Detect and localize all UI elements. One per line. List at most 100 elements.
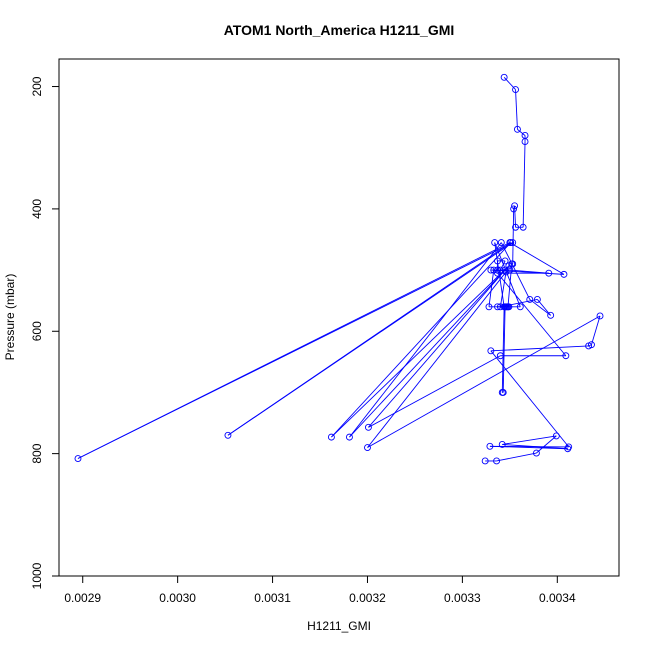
data-point [511, 202, 519, 210]
series-segment [331, 242, 512, 438]
data-point [491, 239, 499, 247]
series-segment [501, 306, 505, 393]
series-segment [536, 435, 557, 454]
series-segment [588, 344, 592, 347]
series-segment [509, 269, 549, 274]
series-segment [529, 299, 551, 316]
y-tick-label: 200 [30, 76, 44, 96]
data-point [516, 303, 524, 311]
series-segment [500, 242, 531, 300]
y-axis: 200 400 600 800 1000 [30, 76, 60, 589]
data-point [74, 455, 82, 462]
y-tick-label: 800 [30, 443, 44, 463]
data-point [533, 296, 541, 303]
data-point [512, 86, 519, 94]
data-point [485, 303, 493, 311]
data-point [562, 352, 570, 360]
series-segment [490, 345, 589, 352]
series-segment [489, 445, 569, 448]
data-point [345, 433, 353, 441]
series-segment [517, 129, 526, 136]
series-segment [496, 452, 537, 462]
series-segment [77, 242, 511, 459]
data-point [506, 239, 514, 247]
data-point [500, 73, 508, 81]
data-point [494, 257, 501, 265]
series-segment [514, 205, 516, 228]
data-point [501, 266, 509, 274]
series-segment [227, 242, 513, 436]
data-point [506, 266, 514, 274]
data-point [487, 347, 495, 355]
data-point [494, 266, 501, 274]
series-segment [512, 208, 515, 264]
x-tick-label: 0.0034 [539, 591, 576, 605]
plot-frame [58, 58, 620, 577]
data-point [497, 239, 505, 247]
data-point [481, 457, 489, 465]
data-point [532, 449, 540, 457]
data-point [364, 444, 371, 451]
series-segment [497, 272, 567, 357]
series-segment [368, 269, 506, 428]
data-point [545, 269, 553, 277]
data-point [493, 457, 501, 465]
series-layer [74, 73, 604, 465]
data-point [494, 303, 501, 311]
x-tick-label: 0.0033 [444, 591, 481, 605]
series-group [74, 73, 604, 465]
x-tick-label: 0.0029 [64, 591, 101, 605]
series-segment [499, 271, 507, 307]
series-segment [368, 355, 501, 428]
data-point [364, 423, 372, 431]
series-segment [367, 271, 507, 448]
data-point [519, 223, 527, 231]
data-point [513, 125, 521, 133]
data-point [552, 432, 560, 440]
x-axis: 0.0029 0.0030 0.0031 0.0032 0.0033 0.0034 [64, 575, 576, 605]
series-segment [349, 265, 510, 438]
y-axis-label: Pressure (mbar) [3, 274, 17, 361]
data-point [560, 270, 568, 278]
data-point [509, 239, 517, 247]
data-point [547, 311, 555, 319]
data-point [224, 431, 232, 439]
series-segment [499, 260, 506, 271]
series-segment [502, 435, 557, 445]
data-point [510, 205, 518, 213]
series-segment [522, 141, 526, 228]
data-point [565, 443, 573, 451]
series-segment [349, 242, 502, 438]
y-tick-label: 1000 [30, 562, 44, 589]
series-segment [509, 242, 565, 275]
data-point [490, 266, 498, 274]
data-point [487, 266, 495, 274]
data-point [509, 260, 517, 268]
data-point [512, 223, 519, 231]
data-point [526, 296, 534, 303]
data-point [588, 341, 595, 349]
x-tick-label: 0.0030 [159, 591, 196, 605]
x-tick-label: 0.0031 [254, 591, 291, 605]
series-segment [331, 265, 510, 438]
data-point [498, 441, 506, 448]
series-segment [367, 315, 601, 448]
data-point [501, 257, 509, 265]
series-segment [502, 306, 506, 393]
data-point [496, 352, 504, 360]
series-segment [503, 77, 516, 90]
data-point [327, 433, 335, 441]
x-tick-label: 0.0032 [349, 591, 386, 605]
chart-title: ATOM1 North_America H1211_GMI [224, 22, 455, 38]
series-segment [507, 263, 513, 307]
data-point [521, 132, 529, 139]
series-segment [488, 270, 495, 307]
x-axis-label: H1211_GMI [307, 619, 371, 633]
data-point [504, 303, 512, 311]
data-point [596, 312, 604, 320]
series-segment [537, 299, 552, 316]
data-point [496, 266, 504, 274]
data-point [486, 442, 494, 450]
y-tick-label: 600 [30, 321, 44, 341]
